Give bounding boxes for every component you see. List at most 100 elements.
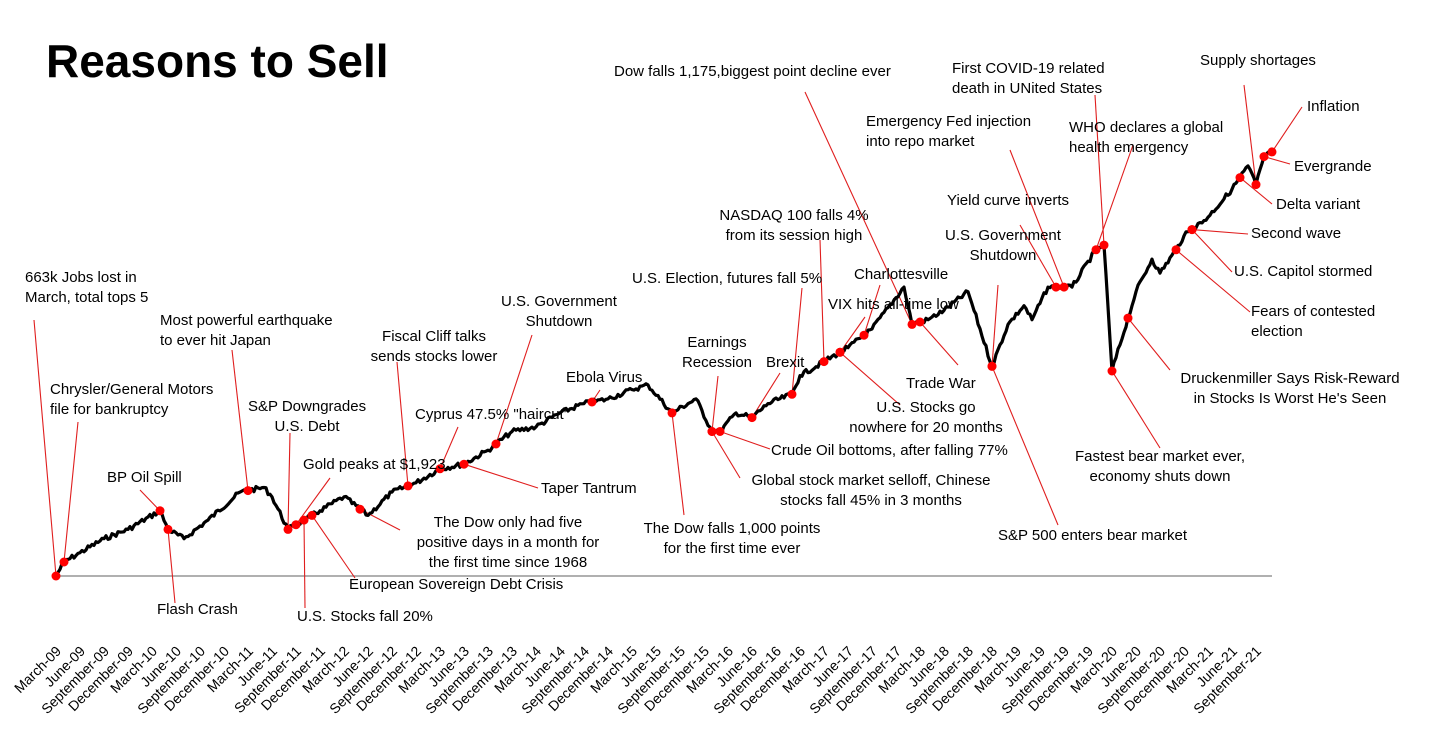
- annotation-label: U.S. Election, futures fall 5%: [632, 270, 822, 287]
- event-marker: [355, 504, 365, 514]
- annotation-label: Taper Tantrum: [541, 480, 637, 497]
- annotation-label: S&P Downgrades U.S. Debt: [248, 398, 366, 435]
- annotation-label: Ebola Virus: [566, 369, 642, 386]
- annotation-label: S&P 500 enters bear market: [998, 527, 1188, 544]
- leader-line: [167, 529, 176, 604]
- leader-line: [719, 430, 771, 450]
- event-marker: [1251, 180, 1261, 190]
- leader-line: [463, 463, 539, 489]
- leader-line: [671, 412, 685, 516]
- event-markers: [51, 147, 1277, 581]
- event-marker: [1267, 147, 1277, 157]
- leader-line: [1263, 156, 1291, 165]
- event-marker: [299, 515, 309, 525]
- annotation-label: The Dow only had five positive days in a …: [417, 514, 600, 571]
- annotation-label: 663k Jobs lost in March, total tops 5: [25, 269, 148, 306]
- event-marker: [283, 524, 293, 534]
- event-marker: [163, 524, 173, 534]
- event-marker: [1107, 366, 1117, 376]
- leader-line: [804, 91, 913, 325]
- annotation-label: Supply shortages: [1200, 52, 1316, 69]
- annotation-label: Cyprus 47.5% "haircut": [415, 406, 569, 423]
- leader-line: [1111, 370, 1161, 449]
- event-marker: [1187, 225, 1197, 235]
- leader-line: [396, 361, 409, 486]
- annotation-label: Trade War: [906, 375, 976, 392]
- leader-line: [1243, 84, 1257, 185]
- annotation-label: BP Oil Spill: [107, 469, 182, 486]
- event-marker: [1235, 173, 1245, 183]
- event-marker: [403, 481, 413, 491]
- event-marker: [819, 357, 829, 367]
- leader-line: [711, 375, 719, 432]
- event-marker: [835, 347, 845, 357]
- annotation-label: European Sovereign Debt Crisis: [349, 576, 563, 593]
- event-marker: [1259, 152, 1269, 162]
- leader-line: [711, 431, 741, 479]
- annotation-label: Dow falls 1,175,biggest point decline ev…: [614, 63, 891, 80]
- leader-line: [311, 515, 356, 579]
- leader-line: [1094, 94, 1105, 246]
- annotation-label: U.S. Capitol stormed: [1234, 263, 1372, 280]
- leader-line: [919, 321, 959, 366]
- annotation-label: Yield curve inverts: [947, 192, 1069, 209]
- event-marker: [1051, 282, 1061, 292]
- annotation-label: Earnings Recession: [682, 334, 752, 371]
- leader-line: [819, 239, 825, 362]
- event-marker: [667, 408, 677, 418]
- leader-line: [287, 432, 291, 530]
- price-line: [54, 150, 1274, 577]
- leader-line: [1271, 106, 1303, 153]
- annotation-label: U.S. Stocks fall 20%: [297, 608, 433, 625]
- annotation-label: Druckenmiller Says Risk-Reward in Stocks …: [1180, 370, 1399, 407]
- annotation-label: Inflation: [1307, 98, 1360, 115]
- event-marker: [459, 459, 469, 469]
- leader-line: [139, 489, 161, 512]
- annotation-label: Fastest bear market ever, economy shuts d…: [1075, 448, 1245, 485]
- annotation-label: The Dow falls 1,000 points for the first …: [644, 520, 821, 557]
- leader-line: [791, 287, 803, 395]
- event-marker: [51, 571, 61, 581]
- event-marker: [859, 330, 869, 340]
- annotation-label: Brexit: [766, 354, 805, 371]
- leader-line: [231, 349, 249, 491]
- leader-line: [495, 334, 533, 445]
- annotation-label: Evergrande: [1294, 158, 1372, 175]
- annotation-label: U.S. Government Shutdown: [945, 227, 1062, 264]
- leader-line: [839, 316, 866, 353]
- leader-line: [439, 426, 459, 470]
- annotation-label: Gold peaks at $1,923: [303, 456, 446, 473]
- annotation-label: U.S. Government Shutdown: [501, 293, 618, 330]
- event-marker: [291, 520, 301, 530]
- leader-line: [991, 284, 999, 367]
- chart-title: Reasons to Sell: [46, 35, 389, 87]
- annotation-label: Delta variant: [1276, 196, 1361, 213]
- event-marker: [435, 464, 445, 474]
- annotation-label: Flash Crash: [157, 601, 238, 618]
- event-marker: [1099, 240, 1109, 250]
- annotation-label: Global stock market selloff, Chinese stoc…: [752, 472, 991, 509]
- event-marker: [907, 319, 917, 329]
- leader-line: [863, 284, 881, 336]
- event-marker: [59, 557, 69, 567]
- event-marker: [1091, 245, 1101, 255]
- event-marker: [1123, 313, 1133, 323]
- event-marker: [587, 397, 597, 407]
- annotation-label: Emergency Fed injection into repo market: [866, 113, 1031, 150]
- event-marker: [1171, 245, 1181, 255]
- event-marker: [1059, 282, 1069, 292]
- annotation-label: NASDAQ 100 falls 4% from its session high: [719, 207, 868, 244]
- annotation-label: U.S. Stocks go nowhere for 20 months: [849, 399, 1002, 436]
- annotation-label: First COVID-19 related death in UNited St…: [952, 60, 1105, 97]
- leader-line: [839, 351, 901, 406]
- leader-line: [991, 366, 1059, 526]
- annotation-label: Charlottesville: [854, 266, 948, 283]
- event-marker: [155, 506, 165, 516]
- annotation-labels: 663k Jobs lost in March, total tops 5 Chry…: [25, 52, 1400, 625]
- leader-line: [63, 421, 79, 563]
- leader-line: [33, 319, 57, 577]
- annotation-label: Fears of contested election: [1251, 303, 1375, 340]
- annotation-label: Crude Oil bottoms, after falling 77%: [771, 442, 1008, 459]
- event-marker: [243, 486, 253, 496]
